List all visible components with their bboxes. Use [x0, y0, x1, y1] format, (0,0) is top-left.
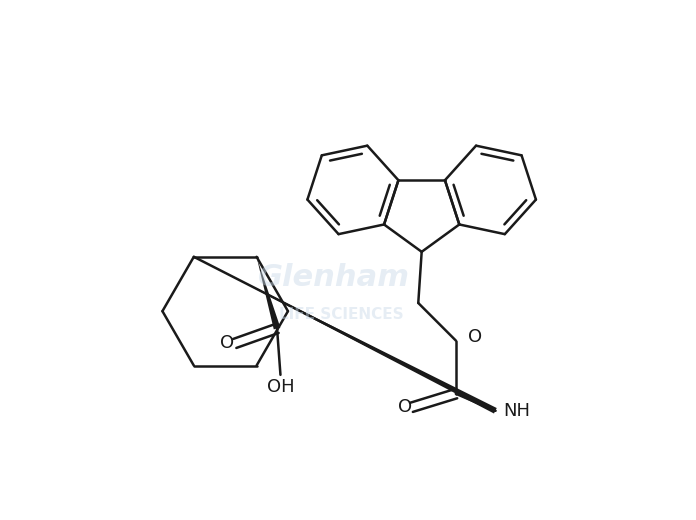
Text: LIFE SCIENCES: LIFE SCIENCES [279, 307, 404, 322]
Text: O: O [397, 398, 412, 417]
Polygon shape [193, 257, 497, 413]
Text: O: O [468, 328, 482, 346]
Text: Glenham: Glenham [258, 263, 411, 292]
Text: NH: NH [503, 402, 530, 420]
Text: OH: OH [267, 378, 295, 396]
Text: O: O [219, 334, 234, 353]
Polygon shape [257, 257, 280, 329]
